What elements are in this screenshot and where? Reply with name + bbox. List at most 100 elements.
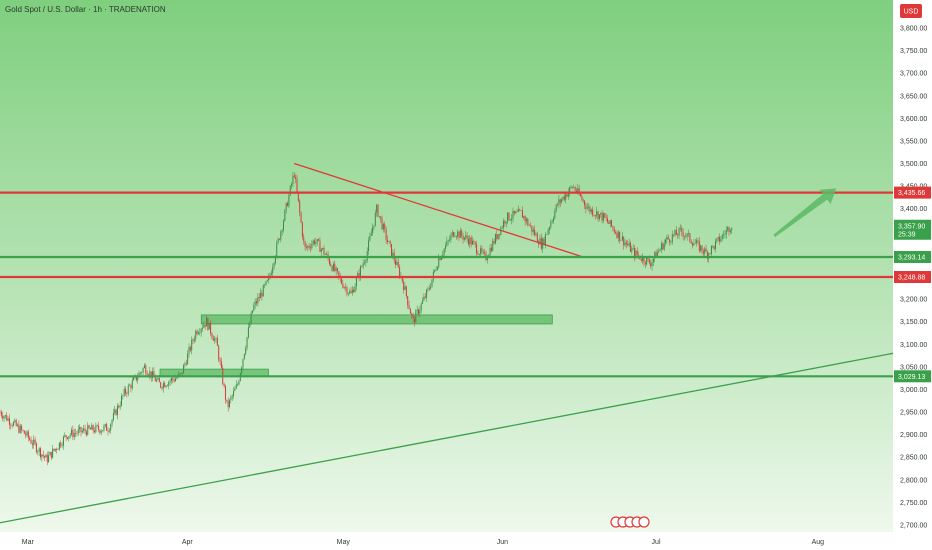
candle-body [513,210,515,214]
y-tick-label: 3,600.00 [900,116,927,123]
candle-body [598,214,600,220]
candle-body [231,395,233,398]
candle-body [216,338,218,347]
candle-body [659,249,661,251]
candle-body [655,252,657,259]
candle-body [604,213,606,218]
candle-body [185,363,187,365]
candle-body [318,239,320,241]
current-price-label: 3,357.90 [898,224,925,231]
candle-body [528,225,530,226]
candle-body [509,219,511,221]
candle-body [4,415,6,417]
candle-body [544,234,546,245]
candle-body [349,291,351,294]
y-tick-label: 3,650.00 [900,93,927,100]
candle-body [601,212,603,221]
y-tick-label: 2,700.00 [900,523,927,530]
candle-body [62,436,64,446]
candle-body [130,385,132,389]
countdown-label: 25:39 [898,232,916,239]
candle-body [721,234,723,240]
candle-body [385,228,387,240]
candle-body [355,278,357,287]
candle-body [532,229,534,232]
candle-body [135,375,137,381]
candle-body [682,232,684,237]
candle-body [723,234,725,236]
candle-body [643,256,645,263]
candle-body [634,248,635,258]
candle-body [386,239,388,242]
candle-body [193,339,195,341]
currency-badge[interactable]: USD [900,4,922,18]
candle-body [110,424,112,431]
candle-body [720,239,722,242]
candle-body [689,233,691,242]
candle-body [557,204,559,206]
candle-body [674,230,676,236]
candle-body [523,216,525,218]
candle-body [667,236,669,240]
candle-body [575,190,577,193]
candle-body [269,274,271,277]
ascending-support [0,352,894,524]
candle-body [277,238,279,243]
candle-body [37,451,39,453]
candle-body [341,278,343,284]
candle-body [697,240,699,242]
candle-body [427,288,429,290]
current-price-badge [894,219,931,240]
candle-body [229,399,230,408]
candle-body [397,261,399,268]
candle-body [220,361,222,368]
candle-body [405,286,407,297]
candle-body [553,218,554,221]
candle-body [571,186,573,188]
candle-body [446,240,448,246]
candle-body [160,382,162,388]
candle-body [85,431,87,435]
candle-body [303,236,305,242]
candle-body [558,199,560,205]
candle-body [554,211,556,219]
candle-body [118,405,120,408]
candle-body [142,368,144,373]
candle-body [210,322,212,334]
candle-body [305,247,307,248]
candle-body [642,256,644,261]
candle-body [589,206,591,212]
candle-body [300,212,302,223]
candle-body [264,284,266,286]
candle-body [565,194,567,200]
candle-body [30,439,32,444]
candle-body [145,365,147,374]
candle-body [455,236,457,237]
candle-body [654,252,656,259]
candle-body [454,236,456,237]
candle-body [543,238,545,245]
events-icon[interactable] [610,516,650,528]
candle-body [562,196,564,200]
candle-body [712,245,714,247]
candle-body [111,419,113,425]
candle-body [677,234,679,236]
candle-body [204,325,206,327]
candle-body [257,297,259,304]
candle-body [520,210,522,211]
candle-body [289,185,291,196]
candle-body [33,439,35,445]
candle-body [233,390,235,396]
candle-body [179,374,181,375]
candle-body [122,395,124,397]
candle-body [440,256,442,260]
candle-body [266,279,268,282]
y-tick-label: 2,800.00 [900,477,927,484]
candle-body [89,428,91,430]
candle-body [150,371,152,378]
candle-body [65,435,67,438]
candle-body [3,416,5,419]
candle-body [392,252,394,256]
candle-body [497,234,499,240]
